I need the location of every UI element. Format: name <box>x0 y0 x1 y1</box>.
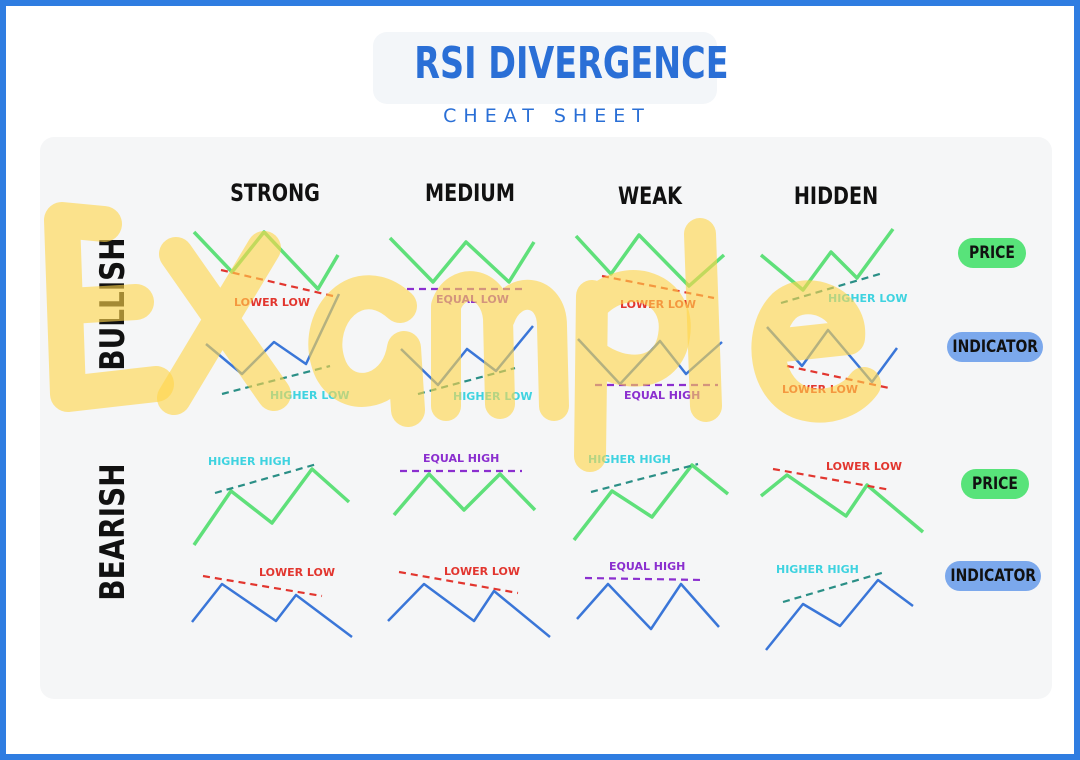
bullish-medium-price-label: EQUAL LOW <box>436 293 509 306</box>
bullish-medium-indicator-label: HIGHER LOW <box>453 390 532 403</box>
bullish-medium-indicator-line <box>400 325 534 387</box>
bearish-strong-price-trendline <box>214 462 318 495</box>
bearish-strong-indicator-label: LOWER LOW <box>259 566 335 579</box>
bearish-hidden-indicator-label: HIGHER HIGH <box>776 563 859 576</box>
column-header-medium: MEDIUM <box>425 179 515 207</box>
bullish-hidden-price-label: HIGHER LOW <box>828 292 907 305</box>
bearish-weak-indicator-trendline <box>584 576 706 582</box>
bullish-strong-price-label: LOWER LOW <box>234 296 310 309</box>
bearish-hidden-price-line <box>759 473 925 534</box>
column-header-hidden: HIDDEN <box>793 182 879 210</box>
bearish-hidden-price-trendline <box>772 467 892 492</box>
bearish-medium-price-line <box>392 472 537 517</box>
bearish-hidden-indicator-trendline <box>782 570 886 604</box>
price-pill-bearish: PRICE <box>961 469 1029 499</box>
bearish-strong-price-label: HIGHER HIGH <box>208 455 291 468</box>
bullish-weak-price-line <box>574 233 726 288</box>
bullish-weak-price-label: LOWER LOW <box>620 298 696 311</box>
column-header-weak: WEAK <box>617 182 683 210</box>
bearish-hidden-indicator-line <box>765 578 914 651</box>
bearish-weak-price-line <box>572 463 730 542</box>
bearish-medium-indicator-label: LOWER LOW <box>444 565 520 578</box>
bullish-strong-price-line <box>192 230 340 291</box>
bearish-strong-indicator-line <box>191 582 353 638</box>
indicator-pill-bearish: INDICATOR <box>945 561 1041 591</box>
bearish-hidden-price-label: LOWER LOW <box>826 460 902 473</box>
bearish-medium-price-label: EQUAL HIGH <box>423 452 499 465</box>
bullish-hidden-price-line <box>759 227 895 292</box>
bullish-hidden-indicator-label: LOWER LOW <box>782 383 858 396</box>
bearish-strong-price-line <box>192 467 351 546</box>
bearish-weak-indicator-label: EQUAL HIGH <box>609 560 685 573</box>
column-header-strong: STRONG <box>230 179 320 207</box>
indicator-pill-bullish: INDICATOR <box>947 332 1043 362</box>
bullish-weak-indicator-line <box>577 338 723 386</box>
bullish-strong-price-trendline <box>220 268 334 298</box>
price-pill-bullish: PRICE <box>958 238 1026 268</box>
bearish-medium-indicator-line <box>387 582 551 638</box>
bullish-medium-price-line <box>388 236 536 284</box>
bearish-medium-indicator-trendline <box>398 570 519 595</box>
bearish-weak-price-label: HIGHER HIGH <box>588 453 671 466</box>
bearish-weak-price-trendline <box>590 462 699 494</box>
bullish-weak-indicator-label: EQUAL HIGH <box>624 389 700 402</box>
bearish-strong-indicator-trendline <box>202 574 323 598</box>
page-subtitle: CHEAT SHEET <box>443 105 651 127</box>
bullish-strong-indicator-label: HIGHER LOW <box>270 389 349 402</box>
title-box <box>373 32 717 104</box>
bearish-weak-indicator-line <box>576 582 720 631</box>
bullish-hidden-indicator-line <box>766 326 899 384</box>
divergence-diagrams: LOWER LOW EQUAL LOW LOWER LOW HIGHER LOW… <box>191 227 925 651</box>
